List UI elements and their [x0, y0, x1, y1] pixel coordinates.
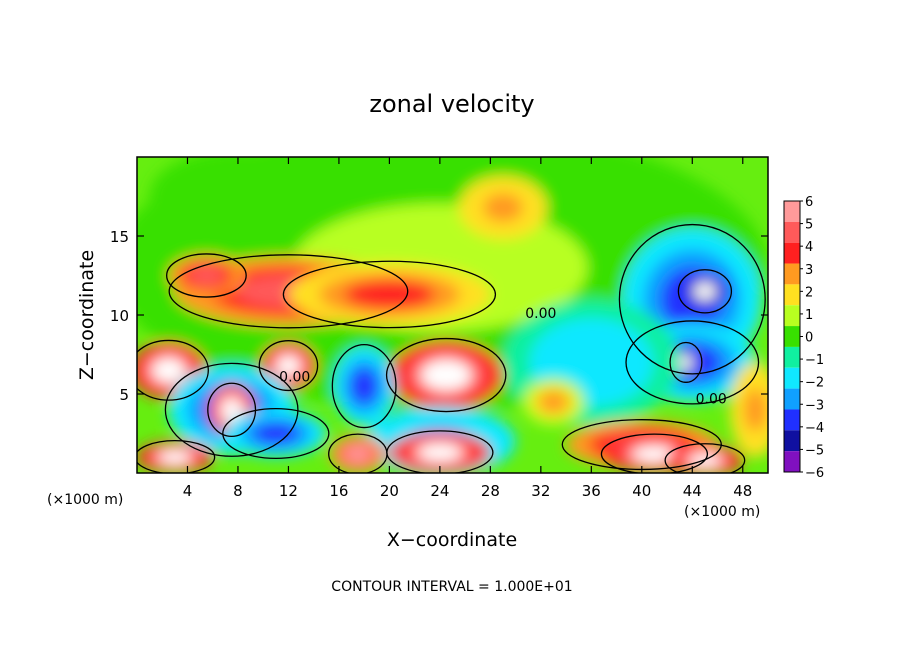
contour-line	[669, 341, 703, 383]
colorbar-swatch	[784, 201, 800, 222]
colorbar-swatch	[784, 367, 800, 389]
colorbar-swatch	[784, 326, 800, 347]
field-region	[551, 333, 632, 391]
contour-line	[331, 343, 397, 429]
field-region	[151, 357, 186, 384]
field-region	[483, 193, 523, 222]
colorbar-label: −6	[805, 466, 824, 481]
contour-line	[164, 362, 299, 457]
contour-line	[168, 254, 409, 329]
contour-line	[600, 433, 709, 473]
contour-line	[137, 339, 209, 401]
contour-labels: 0.00 0.00 0.00	[279, 306, 727, 407]
colorbar-label: 1	[805, 308, 813, 323]
contour-interval-footer: CONTOUR INTERVAL = 1.000E+01	[331, 579, 572, 595]
field-region	[343, 280, 435, 309]
x-tick-label: 20	[380, 482, 399, 500]
contour-line	[618, 223, 766, 375]
x-axis-label: X−coordinate	[387, 529, 517, 551]
x-tick-label: 36	[582, 482, 601, 500]
y-tick-label: 10	[110, 307, 129, 325]
x-axis-ticks: 4 8 12 16 20 24 28 32 36 40 44 48	[183, 157, 752, 500]
contour-lines	[137, 223, 766, 473]
field-region	[345, 445, 371, 463]
x-tick-label: 32	[531, 482, 550, 500]
contour-line	[664, 443, 746, 473]
colorbar-label: 4	[805, 240, 813, 255]
x-tick-label: 12	[279, 482, 298, 500]
contour-line	[385, 337, 507, 413]
contour-line	[166, 253, 247, 298]
x-tick-label: 4	[183, 482, 193, 500]
colorbar-swatch	[784, 242, 800, 264]
colorbar-label: −2	[805, 376, 824, 391]
x-tick-label: 8	[233, 482, 243, 500]
colorbar-swatch	[784, 221, 800, 243]
contour-line	[625, 320, 760, 405]
field-region	[539, 391, 568, 413]
field-region	[744, 388, 767, 432]
colorbar-swatch	[784, 284, 800, 306]
field-region	[693, 282, 717, 301]
colorbar: 6 5 4 3 2 1 0 −1 −2 −3 −4 −5 −6	[783, 195, 824, 481]
contour-line	[328, 433, 388, 473]
colorbar-swatch	[784, 263, 800, 285]
colorbar-swatch	[784, 451, 800, 472]
chart-title: zonal velocity	[369, 90, 534, 118]
colorbar-label: 5	[805, 218, 813, 233]
x-unit-label-right: (×1000 m)	[684, 504, 760, 520]
field-region	[253, 422, 299, 445]
colorbar-swatch	[784, 409, 800, 431]
x-tick-label: 44	[683, 482, 702, 500]
x-tick-label: 24	[430, 482, 449, 500]
contour-line	[282, 260, 497, 329]
field-region	[189, 266, 224, 285]
colorbar-label: −1	[805, 353, 824, 368]
y-tick-label: 5	[119, 386, 129, 404]
field-region	[221, 398, 242, 422]
colorbar-swatch	[784, 346, 800, 368]
field-region	[275, 354, 301, 377]
contour-line	[258, 340, 319, 392]
x-tick-label: 40	[632, 482, 651, 500]
contour-value-label: 0.00	[525, 306, 556, 322]
contour-value-label: 0.00	[279, 369, 310, 385]
contour-line	[677, 269, 733, 314]
colorbar-label: −3	[805, 398, 824, 413]
y-axis-ticks: 5 10 15	[110, 228, 768, 404]
heatmap-field	[137, 157, 768, 473]
colorbar-label: 0	[805, 331, 813, 346]
field-region	[157, 450, 192, 465]
colorbar-swatch	[784, 305, 800, 327]
x-tick-label: 16	[329, 482, 348, 500]
colorbar-swatch	[784, 430, 800, 452]
heatmap-area: 0.00 0.00 0.00	[137, 157, 768, 473]
colorbar-label: −4	[805, 421, 824, 436]
field-region	[679, 353, 693, 371]
colorbar-swatch	[784, 388, 800, 410]
contour-line	[137, 439, 216, 473]
field-region	[417, 443, 463, 462]
colorbar-label: −5	[805, 443, 824, 458]
field-region	[350, 368, 378, 404]
field-region	[198, 175, 278, 218]
y-axis-label: Z−coordinate	[76, 250, 98, 380]
colorbar-label: 3	[805, 263, 813, 278]
x-tick-label: 28	[481, 482, 500, 500]
x-unit-label-left: (×1000 m)	[47, 492, 123, 508]
contour-line	[222, 407, 330, 460]
y-tick-label: 15	[110, 228, 129, 246]
colorbar-label: 6	[805, 195, 813, 210]
x-tick-label: 48	[733, 482, 752, 500]
colorbar-label: 2	[805, 285, 813, 300]
contour-value-label: 0.00	[696, 391, 727, 407]
field-region	[420, 359, 472, 391]
